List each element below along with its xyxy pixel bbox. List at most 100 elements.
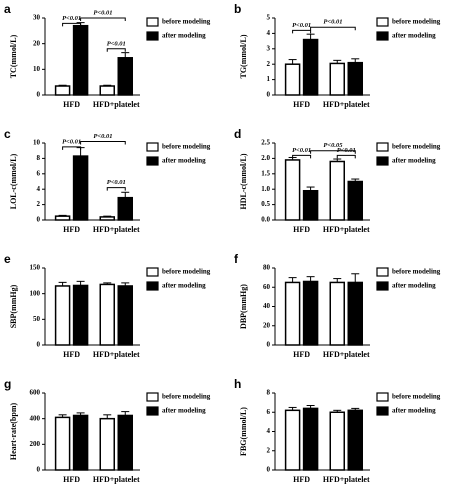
panel-label: h xyxy=(234,377,241,391)
legend-swatch xyxy=(146,281,159,291)
y-tick-label: 6 xyxy=(37,169,41,177)
panel-label: e xyxy=(4,252,11,266)
bar xyxy=(99,417,115,471)
significance-bracket xyxy=(310,150,356,154)
bar xyxy=(302,280,319,346)
legend-label: before modeling xyxy=(392,18,441,26)
significance-bracket xyxy=(292,29,312,34)
bar xyxy=(329,411,345,471)
bar xyxy=(284,159,301,221)
significance-bracket xyxy=(106,48,126,52)
x-tick-label: HFD xyxy=(63,350,80,359)
bar xyxy=(99,216,115,221)
bar xyxy=(99,85,115,96)
y-tick-label: 10 xyxy=(33,65,41,73)
legend-label: before modeling xyxy=(392,268,441,276)
bar xyxy=(54,215,71,221)
legend-swatch xyxy=(376,392,389,402)
legend-label: before modeling xyxy=(162,143,211,151)
y-tick-label: 150 xyxy=(30,264,41,272)
y-tick-label: 400 xyxy=(30,414,41,422)
bar xyxy=(284,409,301,471)
panel-label: a xyxy=(4,2,11,16)
y-tick-label: 0.0 xyxy=(261,216,270,224)
y-tick-label: 200 xyxy=(30,440,41,448)
legend-label: before modeling xyxy=(162,393,211,401)
y-tick-label: 4 xyxy=(267,427,271,435)
bar xyxy=(72,24,89,96)
x-tick-label: HFD+platelet xyxy=(93,100,140,109)
significance-label: P<0.01 xyxy=(107,40,126,47)
significance-label: P<0.01 xyxy=(93,133,112,140)
x-tick-label: HFD+platelet xyxy=(323,100,370,109)
bar xyxy=(302,38,319,96)
y-tick-label: 4 xyxy=(267,29,271,37)
panel: f DBP(mmHg) 0 20 40 60 80 HFD HFD+platelet before… xyxy=(234,252,441,359)
bar xyxy=(347,281,363,346)
legend-swatch xyxy=(376,406,389,416)
bar xyxy=(302,189,319,221)
legend-label: after modeling xyxy=(162,157,206,165)
bar xyxy=(347,180,363,221)
y-tick-label: 2.5 xyxy=(261,139,270,147)
y-tick-label: 3 xyxy=(267,44,271,52)
bar xyxy=(72,284,89,346)
y-tick-label: 2 xyxy=(37,200,41,208)
y-tick-label: 0 xyxy=(267,341,271,349)
significance-label: P<0.01 xyxy=(292,22,311,29)
panel: b TG(mmol/L) 0 1 2 3 4 5 HFD HFD+platelet before m… xyxy=(234,2,441,109)
legend-label: after modeling xyxy=(392,407,436,415)
legend-swatch xyxy=(146,17,159,27)
y-tick-label: 1.0 xyxy=(261,185,270,193)
y-tick-label: 100 xyxy=(30,289,41,297)
y-tick-label: 0 xyxy=(37,341,41,349)
significance-bracket xyxy=(62,22,82,27)
x-tick-label: HFD+platelet xyxy=(93,475,140,484)
panel-label: c xyxy=(4,127,11,141)
y-tick-label: 20 xyxy=(33,39,41,47)
legend-label: after modeling xyxy=(392,282,436,290)
y-tick-label: 2 xyxy=(267,60,271,68)
legend-label: before modeling xyxy=(162,18,211,26)
bar xyxy=(329,62,345,96)
bar xyxy=(54,85,71,96)
significance-label: P<0.01 xyxy=(323,19,342,26)
bar xyxy=(54,416,71,471)
y-axis-label: TC(mmol/L) xyxy=(9,34,18,78)
y-tick-label: 0 xyxy=(37,466,41,474)
panel-label: d xyxy=(234,127,241,141)
panel: d HDL-c(mmol/L) 0.0 0.5 1.0 1.5 2.0 2.5 HFD HFD+p… xyxy=(234,127,441,234)
x-tick-label: HFD xyxy=(293,100,310,109)
x-tick-label: HFD+platelet xyxy=(323,350,370,359)
significance-label: P<0.01 xyxy=(292,147,311,154)
x-tick-label: HFD xyxy=(293,475,310,484)
y-axis-label: Heart-rate(bpm) xyxy=(9,403,18,461)
bar xyxy=(72,155,89,221)
panel: h FBG(mmol/L) 0 2 4 6 8 HFD HFD+platelet before m… xyxy=(234,377,441,484)
y-axis-label: FBG(mmol/L) xyxy=(239,407,248,456)
y-tick-label: 80 xyxy=(263,264,271,272)
legend-swatch xyxy=(146,406,159,416)
x-tick-label: HFD xyxy=(63,225,80,234)
bar xyxy=(54,285,71,346)
y-tick-label: 1 xyxy=(267,75,271,83)
legend-label: before modeling xyxy=(392,393,441,401)
legend-swatch xyxy=(146,31,159,41)
y-tick-label: 5 xyxy=(267,14,271,22)
y-axis-label: HDL-c(mmol/L) xyxy=(239,153,248,209)
y-tick-label: 10 xyxy=(33,139,41,147)
legend-label: after modeling xyxy=(162,32,206,40)
bar xyxy=(347,409,363,471)
bar xyxy=(117,414,133,471)
legend-swatch xyxy=(376,31,389,41)
y-tick-label: 2.0 xyxy=(261,154,270,162)
legend-swatch xyxy=(146,156,159,166)
x-tick-label: HFD+platelet xyxy=(93,225,140,234)
legend-swatch xyxy=(146,142,159,152)
bar xyxy=(72,414,89,471)
legend-swatch xyxy=(146,267,159,277)
legend-swatch xyxy=(376,281,389,291)
bar xyxy=(117,285,133,346)
x-tick-label: HFD+platelet xyxy=(323,475,370,484)
